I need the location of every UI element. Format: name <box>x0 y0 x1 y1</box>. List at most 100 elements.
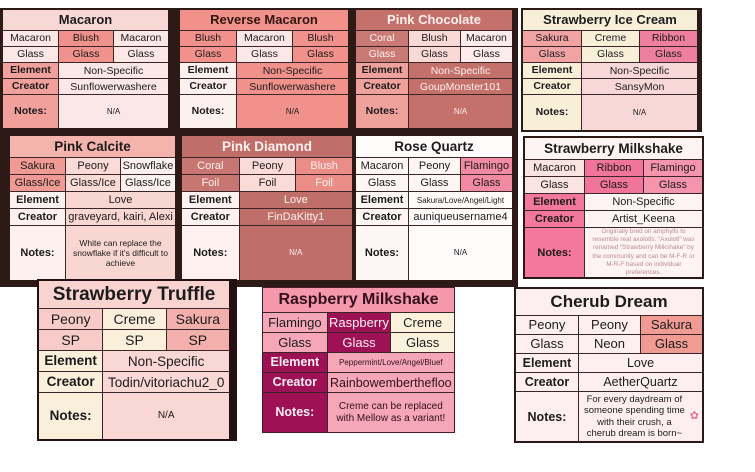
card-title: Rose Quartz <box>356 136 512 157</box>
creator-value: Artist_Keena <box>583 211 702 227</box>
creator-label: Creator <box>39 372 103 392</box>
grid-cell: Ribbon <box>638 31 697 46</box>
creator-label: Creator <box>356 209 408 225</box>
grid-cell: Glass <box>523 47 581 62</box>
grid-cell: Macaron <box>525 160 584 176</box>
grid-cell: Blush <box>291 31 348 46</box>
grid-cell: Macaron <box>459 31 512 46</box>
grid-cell: Glass <box>583 177 643 193</box>
grid-cell: Glass/Ice <box>64 175 120 191</box>
notes-value: N/A <box>407 95 512 128</box>
creator-label: Creator <box>263 373 327 392</box>
grid-cell: Glass <box>525 177 584 193</box>
grid-cell: Ribbon <box>583 160 643 176</box>
card-rose-quartz: Rose Quartz Macaron Peony Flamingo Glass… <box>356 136 512 280</box>
grid-cell: Neon <box>577 335 640 353</box>
grid-cell: Sakura <box>10 158 65 174</box>
creator-label: Creator <box>525 211 584 227</box>
grid-cell: Glass <box>580 47 639 62</box>
element-label: Element <box>10 192 65 208</box>
element-label: Element <box>356 192 408 208</box>
card-strawberry-milkshake: Strawberry Milkshake Macaron Ribbon Flam… <box>523 136 704 279</box>
grid-cell: Blush <box>57 31 113 46</box>
notes-value: Originally bred on amphylls to resemble … <box>583 228 702 277</box>
grid-cell: Flamingo <box>459 158 512 174</box>
card-title: Strawberry Ice Cream <box>523 10 697 30</box>
creator-label: Creator <box>3 79 58 94</box>
grid-cell: Blush <box>180 31 236 46</box>
element-label: Element <box>39 351 103 371</box>
grid-cell: Glass <box>390 333 454 352</box>
grid-cell: Glass <box>57 47 113 62</box>
notes-label: Notes: <box>356 226 408 280</box>
card-macaron: Macaron Macaron Blush Macaron Glass Glas… <box>3 10 168 128</box>
notes-label: Notes: <box>525 228 584 277</box>
element-label: Element <box>3 63 58 78</box>
creator-value: FinDaKitty1 <box>238 209 352 225</box>
card-title: Pink Diamond <box>182 136 352 157</box>
card-title: Raspberry Milkshake <box>263 288 454 312</box>
card-title: Strawberry Milkshake <box>525 138 702 159</box>
card-reverse-macaron: Reverse Macaron Blush Macaron Blush Glas… <box>180 10 348 128</box>
notes-value: N/A <box>238 226 352 280</box>
notes-label: Notes: <box>39 393 103 439</box>
element-value: Non-Specific <box>407 63 512 78</box>
grid-cell: Blush <box>407 31 460 46</box>
card-pink-diamond: Pink Diamond Coral Peony Blush Foil Foil… <box>182 136 352 280</box>
element-value: Love <box>64 192 175 208</box>
card-pink-calcite: Pink Calcite Sakura Peony Snowflake Glas… <box>10 136 175 280</box>
grid-cell: Foil <box>238 175 296 191</box>
grid-cell: Snowflake <box>119 158 175 174</box>
element-label: Element <box>523 63 581 78</box>
creator-value: Rainbowemberthefloo <box>326 373 454 392</box>
grid-cell: Macaron <box>112 31 168 46</box>
grid-cell: Glass <box>407 175 460 191</box>
notes-label: Notes: <box>356 95 408 128</box>
creator-value: AetherQuartz <box>577 373 702 391</box>
grid-cell: Coral <box>182 158 239 174</box>
notes-label: Notes: <box>263 393 327 432</box>
notes-label: Notes: <box>3 95 58 128</box>
creator-value: Sunflowerwashere <box>57 79 168 94</box>
card-raspberry-milkshake: Raspberry Milkshake Flamingo Raspberry C… <box>262 287 455 433</box>
creator-label: Creator <box>516 373 578 391</box>
grid-cell: Peony <box>39 309 103 329</box>
element-value: Non-Specific <box>583 194 702 210</box>
card-title: Pink Chocolate <box>356 10 512 30</box>
grid-cell: Creme <box>102 309 166 329</box>
element-value: Love <box>577 354 702 372</box>
notes-value: N/A <box>580 95 697 130</box>
grid-cell: Glass <box>356 175 408 191</box>
grid-cell: Glass <box>291 47 348 62</box>
grid-cell: Peony <box>577 316 640 334</box>
element-value: Non-Specific <box>57 63 168 78</box>
creator-value: GoupMonster101 <box>407 79 512 94</box>
grid-cell: Glass <box>235 47 292 62</box>
card-strawberry-ice-cream: Strawberry Ice Cream Sakura Creme Ribbon… <box>521 8 702 132</box>
grid-cell: Foil <box>182 175 239 191</box>
grid-cell: Coral <box>356 31 408 46</box>
element-value: Peppermint/Love/Angel/Bluef <box>326 353 454 372</box>
notes-value: N/A <box>102 393 229 439</box>
grid-cell: SP <box>165 330 229 350</box>
notes-label: Notes: <box>180 95 236 128</box>
card-pink-chocolate: Pink Chocolate Coral Blush Macaron Glass… <box>356 10 512 128</box>
card-cherub-dream: Cherub Dream Peony Peony Sakura Glass Ne… <box>514 287 704 443</box>
element-value: Non-Specific <box>235 63 348 78</box>
grid-cell: Peony <box>64 158 120 174</box>
notes-value: N/A <box>57 95 168 128</box>
grid-cell: Glass/Ice <box>10 175 65 191</box>
grid-cell: Raspberry <box>326 313 391 332</box>
grid-cell: Foil <box>295 175 352 191</box>
grid-cell: Glass <box>180 47 236 62</box>
grid-cell: Glass <box>639 335 702 353</box>
element-value: Non-Specific <box>102 351 229 371</box>
creator-value: Todin/vitoriachu2_0 <box>102 372 229 392</box>
notes-label: Notes: <box>516 392 578 441</box>
notes-value: N/A <box>235 95 348 128</box>
grid-cell: Sakura <box>639 316 702 334</box>
creator-label: Creator <box>182 209 239 225</box>
element-label: Element <box>525 194 584 210</box>
grid-cell: Glass/Ice <box>119 175 175 191</box>
